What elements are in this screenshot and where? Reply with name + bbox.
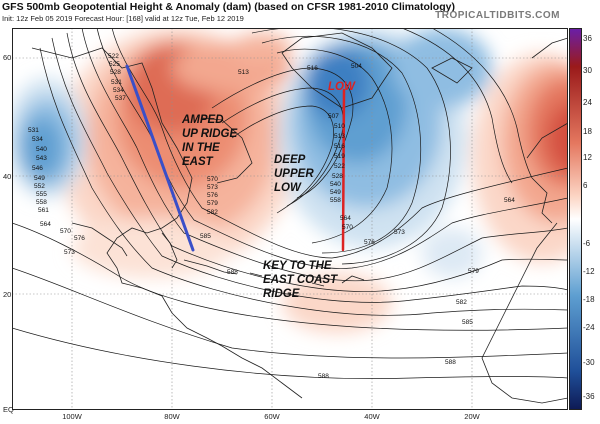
graticule bbox=[12, 28, 568, 410]
contour-label: 555 bbox=[36, 191, 47, 198]
contour-label: 561 bbox=[38, 207, 49, 214]
colorbar bbox=[569, 28, 582, 410]
contour-label: 504 bbox=[351, 63, 362, 70]
coastlines bbox=[31, 32, 568, 404]
site-watermark: TROPICALTIDBITS.COM bbox=[435, 10, 560, 21]
contour-label: 579 bbox=[468, 268, 479, 275]
lat-label-20n: 20N bbox=[3, 290, 17, 299]
colorbar-tick: -6 bbox=[583, 239, 591, 248]
contour-label: 522 bbox=[334, 163, 345, 170]
contour-label: 540 bbox=[36, 146, 47, 153]
contour-label: 576 bbox=[207, 192, 218, 199]
contour-label: 552 bbox=[34, 183, 45, 190]
colorbar-tick: 30 bbox=[583, 66, 592, 75]
lon-label-60w: 60W bbox=[264, 412, 280, 421]
ridge-axis-line bbox=[125, 64, 195, 252]
contour-label: 588 bbox=[227, 269, 238, 276]
map-title: GFS 500mb Geopotential Height & Anomaly … bbox=[2, 1, 455, 13]
contour-label: 582 bbox=[456, 299, 467, 306]
contour-label: 516 bbox=[334, 143, 345, 150]
contour-label: 558 bbox=[36, 199, 47, 206]
contour-label: 507 bbox=[328, 113, 339, 120]
contour-label: 537 bbox=[115, 95, 126, 102]
contour-label: 519 bbox=[334, 153, 345, 160]
contour-label: 540 bbox=[330, 181, 341, 188]
key-annotation-line: KEY TO THE bbox=[263, 260, 332, 272]
trough-annotation-line: LOW bbox=[274, 182, 302, 194]
contour-label: 588 bbox=[445, 359, 456, 366]
contour-label: 534 bbox=[113, 87, 124, 94]
lat-label-eq: EQ bbox=[3, 405, 14, 414]
trough-annotation-line: UPPER bbox=[274, 168, 314, 180]
lon-label-80w: 80W bbox=[164, 412, 180, 421]
contour-label: 525 bbox=[109, 61, 120, 68]
lat-label-60n: 60N bbox=[3, 53, 17, 62]
contour-label: 564 bbox=[340, 215, 351, 222]
contour-label: 534 bbox=[32, 136, 43, 143]
anomaly-map: 522 525 528 531 534 537 531 534 540 543 … bbox=[12, 28, 568, 410]
trough-axis-line bbox=[341, 88, 346, 252]
contour-label: 573 bbox=[207, 184, 218, 191]
height-contours bbox=[12, 28, 568, 379]
contour-label: 585 bbox=[462, 319, 473, 326]
colorbar-tick: 36 bbox=[583, 34, 592, 43]
colorbar-tick: -36 bbox=[583, 392, 595, 401]
low-annotation: LOW bbox=[328, 81, 356, 93]
contour-label: 573 bbox=[64, 249, 75, 256]
contour-label: 549 bbox=[330, 189, 341, 196]
contour-label: 531 bbox=[111, 79, 122, 86]
key-annotation-line: EAST COAST bbox=[263, 274, 338, 286]
map-frame bbox=[12, 28, 568, 410]
map-subtitle: Init: 12z Feb 05 2019 Forecast Hour: [16… bbox=[2, 14, 244, 23]
contour-label: 528 bbox=[110, 69, 121, 76]
contour-label: 576 bbox=[364, 239, 375, 246]
contour-label: 570 bbox=[60, 228, 71, 235]
colorbar-tick: -18 bbox=[583, 295, 595, 304]
forecast-annotations: AMPED UP RIDGE IN THE EAST DEEP UPPER LO… bbox=[181, 81, 356, 300]
colorbar-tick: -30 bbox=[583, 358, 595, 367]
contour-label: 516 bbox=[307, 65, 318, 72]
contour-label: 531 bbox=[28, 127, 39, 134]
contour-label: 588 bbox=[318, 373, 329, 380]
contour-label: 513 bbox=[334, 133, 345, 140]
contour-label: 558 bbox=[330, 197, 341, 204]
contour-label: 564 bbox=[40, 221, 51, 228]
ridge-annotation-line: IN THE bbox=[182, 142, 220, 154]
colorbar-tick: -24 bbox=[583, 323, 595, 332]
contour-label: 510 bbox=[334, 123, 345, 130]
lon-label-40w: 40W bbox=[364, 412, 380, 421]
contour-label: 528 bbox=[332, 173, 343, 180]
contour-label: 513 bbox=[238, 69, 249, 76]
contour-label: 576 bbox=[74, 235, 85, 242]
lon-label-100w: 100W bbox=[62, 412, 82, 421]
colorbar-tick: 18 bbox=[583, 127, 592, 136]
ridge-annotation-line: AMPED bbox=[181, 114, 224, 126]
lat-label-40n: 40N bbox=[3, 172, 17, 181]
contour-label: 579 bbox=[207, 200, 218, 207]
contour-labels: 522 525 528 531 534 537 531 534 540 543 … bbox=[28, 53, 515, 380]
contour-label: 543 bbox=[36, 155, 47, 162]
trough-annotation-line: DEEP bbox=[274, 154, 306, 166]
colorbar-tick: 24 bbox=[583, 98, 592, 107]
key-annotation-line: RIDGE bbox=[263, 288, 300, 300]
contour-label: 522 bbox=[108, 53, 119, 60]
contour-label: 582 bbox=[207, 209, 218, 216]
colorbar-ramp bbox=[569, 28, 582, 410]
contour-label: 585 bbox=[200, 233, 211, 240]
colorbar-tick: 6 bbox=[583, 181, 588, 190]
lon-label-20w: 20W bbox=[464, 412, 480, 421]
contour-label: 570 bbox=[342, 224, 353, 231]
contour-label: 546 bbox=[32, 165, 43, 172]
contour-label: 549 bbox=[34, 175, 45, 182]
colorbar-tick: 12 bbox=[583, 153, 592, 162]
contour-label: 570 bbox=[207, 176, 218, 183]
contour-label: 573 bbox=[394, 229, 405, 236]
colorbar-tick: -12 bbox=[583, 267, 595, 276]
ridge-annotation-line: UP RIDGE bbox=[182, 128, 237, 140]
contour-label: 564 bbox=[504, 197, 515, 204]
ridge-annotation-line: EAST bbox=[182, 156, 214, 168]
